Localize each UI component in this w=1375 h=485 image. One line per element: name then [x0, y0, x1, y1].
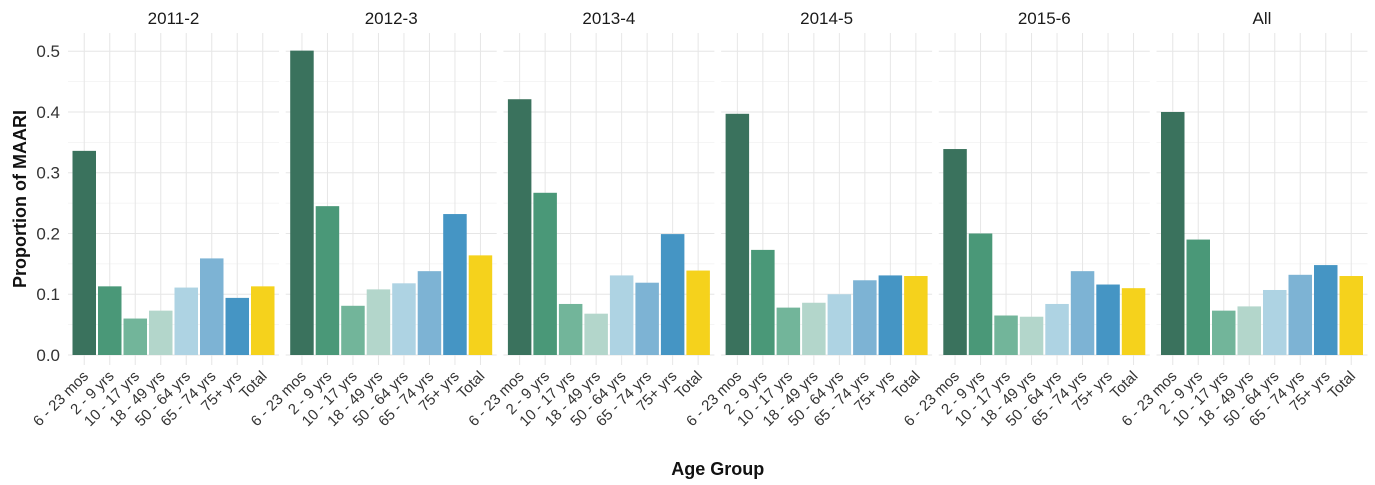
- bar: [1070, 271, 1095, 355]
- bar: [341, 305, 365, 355]
- bar: [1161, 111, 1185, 355]
- bar: [994, 315, 1018, 355]
- bar: [149, 310, 173, 355]
- bar: [827, 294, 852, 355]
- bar: [878, 275, 903, 355]
- bar: [123, 318, 147, 355]
- panel-title: 2015-6: [1018, 9, 1071, 28]
- bar: [507, 99, 532, 355]
- bar: [1263, 289, 1287, 355]
- bar: [1339, 276, 1363, 355]
- x-tick-label: Total: [889, 368, 923, 402]
- bar: [1314, 265, 1338, 355]
- panel-title: 2014-5: [800, 9, 853, 28]
- bar: [200, 258, 224, 355]
- y-tick-label: 0.2: [36, 224, 60, 243]
- bar: [853, 280, 877, 355]
- bar: [660, 234, 685, 355]
- bar: [1288, 274, 1312, 355]
- x-tick-label: Total: [672, 368, 706, 402]
- bar: [1212, 310, 1236, 355]
- bar: [1121, 288, 1146, 355]
- bar: [251, 286, 275, 355]
- panel-titles: 2011-2 2012-3 2013-4 2014-5 2015-6 All: [148, 9, 1272, 28]
- y-axis-title: Proportion of MAARI: [10, 110, 30, 288]
- bar: [1237, 306, 1261, 355]
- bar: [943, 149, 967, 355]
- panel-title: 2012-3: [365, 9, 418, 28]
- bar: [776, 307, 801, 355]
- bar: [904, 276, 928, 355]
- x-tick-label: Total: [236, 368, 270, 402]
- x-tick-label: Total: [1325, 368, 1359, 402]
- bar: [174, 287, 198, 355]
- bars-layer: [72, 50, 1363, 356]
- bar: [584, 313, 608, 355]
- x-axis-title: Age Group: [671, 459, 764, 479]
- bar: [1019, 316, 1044, 355]
- y-tick-label: 0.1: [36, 285, 60, 304]
- panel-title: All: [1253, 9, 1272, 28]
- bar: [751, 249, 775, 355]
- bar: [392, 283, 416, 355]
- bar: [290, 50, 314, 356]
- bar: [533, 192, 557, 355]
- bar: [1045, 303, 1069, 355]
- bar: [1186, 239, 1210, 355]
- bar: [635, 282, 659, 355]
- y-tick-label: 0.0: [36, 346, 60, 365]
- bar: [72, 150, 96, 355]
- y-tick-label: 0.3: [36, 164, 60, 183]
- y-axis-ticks: 0.0 0.1 0.2 0.3 0.4 0.5: [36, 42, 60, 365]
- bar: [468, 255, 493, 355]
- y-tick-label: 0.4: [36, 103, 60, 122]
- x-tick-label: Total: [1107, 368, 1141, 402]
- bar: [417, 271, 442, 355]
- bar: [609, 275, 634, 355]
- panel-title: 2013-4: [582, 9, 635, 28]
- bar: [802, 302, 826, 355]
- bar: [968, 233, 993, 355]
- x-tick-label: Total: [454, 368, 488, 402]
- bar: [443, 214, 467, 355]
- bar: [725, 113, 750, 355]
- bar: [315, 206, 340, 355]
- bar: [225, 297, 249, 355]
- bar: [686, 270, 710, 355]
- bar: [558, 303, 583, 355]
- bar: [1096, 284, 1120, 355]
- bar: [366, 289, 391, 355]
- y-tick-label: 0.5: [36, 42, 60, 61]
- bar: [98, 286, 122, 355]
- panel-title: 2011-2: [148, 9, 200, 28]
